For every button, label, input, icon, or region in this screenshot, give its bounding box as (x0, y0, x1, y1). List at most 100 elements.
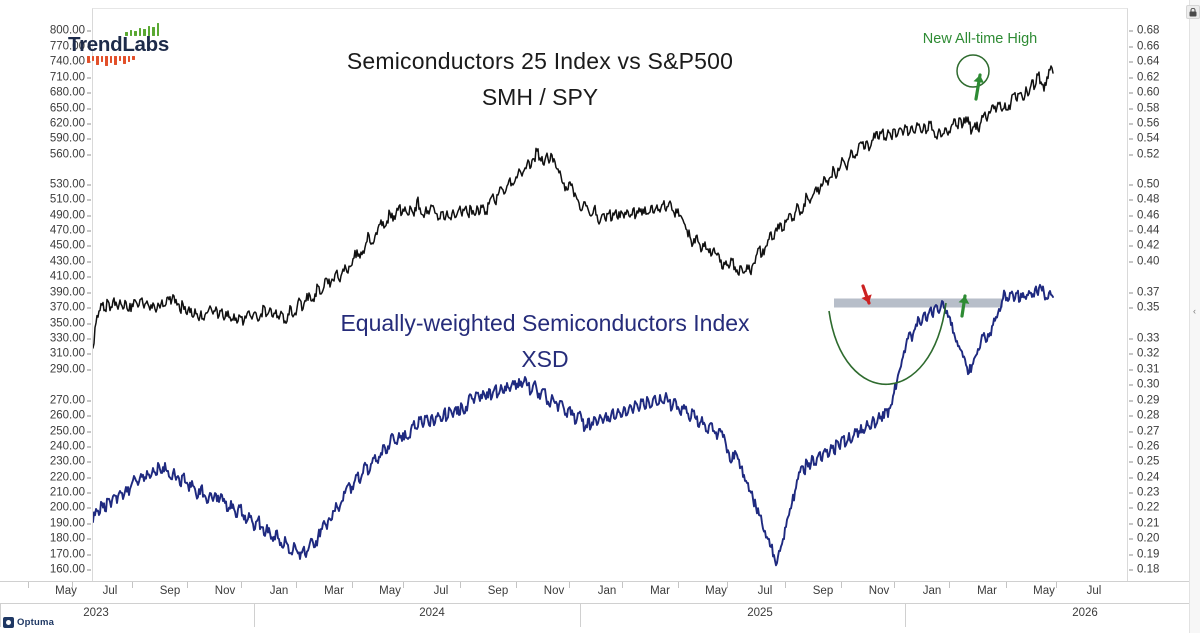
axis-tick-mark-right (1129, 507, 1133, 509)
axis-tick-label-right: 0.19 (1137, 548, 1160, 561)
axis-tick-label-left: 770.00 (49, 40, 85, 53)
axis-tick-label-right: 0.68 (1137, 24, 1160, 37)
axis-tick-mark-left (87, 245, 91, 247)
axis-tick-label-right: 0.58 (1137, 102, 1160, 115)
axis-tick-label-left: 190.00 (49, 517, 85, 530)
x-axis-year-label: 2026 (1072, 607, 1098, 619)
axis-tick-label-right: 0.32 (1137, 347, 1160, 360)
x-axis-tick-label: Jan (269, 585, 289, 597)
axis-tick-label-left: 680.00 (49, 86, 85, 99)
x-axis-tick-mark (949, 582, 950, 588)
x-axis-tick-mark (785, 582, 786, 588)
axis-tick-label-right: 0.22 (1137, 501, 1160, 514)
chart-subtitle: SMH / SPY (481, 84, 599, 110)
axis-tick-mark-right (1129, 307, 1133, 309)
axis-tick-label-right: 0.28 (1137, 409, 1160, 422)
x-axis-year-label: 2023 (83, 607, 109, 619)
x-axis-tick-label: Mar (977, 585, 997, 597)
series-line-xsd (93, 283, 1054, 567)
logo-bar (143, 29, 146, 36)
axis-tick-label-left: 170.00 (49, 548, 85, 561)
logo-bar (134, 31, 137, 36)
x-axis-tick-label: Sep (159, 585, 181, 597)
axis-tick-label-right: 0.50 (1137, 178, 1160, 191)
axis-tick-label-right: 0.62 (1137, 71, 1160, 84)
axis-tick-label-left: 230.00 (49, 455, 85, 468)
axis-tick-mark-left (87, 199, 91, 201)
logo-bar (125, 32, 128, 36)
axis-tick-label-right: 0.54 (1137, 132, 1160, 145)
logo-bar (105, 56, 108, 66)
axis-tick-label-left: 270.00 (49, 394, 85, 407)
x-axis-tick-label: Mar (650, 585, 670, 597)
x-axis-tick-mark (569, 582, 570, 588)
x-axis-tick-label: Sep (812, 585, 834, 597)
axis-tick-label-left: 710.00 (49, 71, 85, 84)
axis-tick-label-left: 160.00 (49, 563, 85, 576)
arrow-up-all-time-high (973, 73, 985, 101)
axis-tick-mark-right (1129, 554, 1133, 556)
axis-tick-label-left: 240.00 (49, 440, 85, 453)
logo-bars-green-icon (125, 22, 159, 36)
axis-tick-label-right: 0.27 (1137, 425, 1160, 438)
arrow-down-resistance (861, 284, 872, 305)
logo-bar (91, 56, 94, 61)
logo-bar (138, 28, 141, 36)
axis-tick-mark-left (87, 538, 91, 540)
price-series-svg (93, 54, 1054, 567)
axis-tick-label-left: 510.00 (49, 193, 85, 206)
x-axis-tick-mark (1006, 582, 1007, 588)
axis-tick-label-left: 560.00 (49, 148, 85, 161)
arrow-down-resistance-head (861, 294, 872, 303)
trendlabs-logo: TrendLabs (68, 22, 180, 68)
axis-tick-label-left: 310.00 (49, 347, 85, 360)
axis-tick-mark-left (87, 77, 91, 79)
axis-tick-label-right: 0.44 (1137, 224, 1160, 237)
x-axis-tick-mark (841, 582, 842, 588)
annotation-new-all-time-high: New All-time High (922, 31, 1038, 47)
x-axis-tick-label: Sep (487, 585, 509, 597)
arrow-up-breakout (958, 294, 970, 318)
arrow-up-all-time-high-head (973, 75, 985, 83)
x-axis-tick-mark (894, 582, 895, 588)
logo-bar (114, 56, 117, 65)
axis-tick-label-right: 0.46 (1137, 209, 1160, 222)
axis-tick-label-right: 0.56 (1137, 117, 1160, 130)
x-axis-year-separator (254, 604, 255, 627)
axis-tick-label-right: 0.66 (1137, 40, 1160, 53)
axis-tick-mark-left (87, 307, 91, 309)
axis-tick-mark-right (1129, 431, 1133, 433)
axis-tick-label-right: 0.31 (1137, 363, 1160, 376)
lock-icon[interactable] (1186, 5, 1200, 19)
axis-tick-label-left: 220.00 (49, 471, 85, 484)
axis-tick-mark-left (87, 415, 91, 417)
axis-tick-label-right: 0.64 (1137, 55, 1160, 68)
axis-tick-mark-right (1129, 415, 1133, 417)
x-axis-tick-label: May (705, 585, 727, 597)
x-axis-tick-label: Jul (102, 585, 118, 597)
axis-tick-label-right: 0.33 (1137, 332, 1160, 345)
axis-tick-mark-left (87, 461, 91, 463)
logo-bar (109, 56, 112, 63)
axis-tick-mark-left (87, 431, 91, 433)
axis-tick-mark-right (1129, 492, 1133, 494)
right-scrollbar[interactable] (1189, 0, 1200, 633)
axis-tick-label-right: 0.37 (1137, 286, 1160, 299)
axis-tick-label-right: 0.30 (1137, 378, 1160, 391)
axis-tick-label-left: 200.00 (49, 501, 85, 514)
axis-tick-mark-left (87, 46, 91, 48)
axis-tick-label-left: 370.00 (49, 301, 85, 314)
chevron-left-icon[interactable]: ‹ (1193, 306, 1196, 316)
logo-bar (129, 30, 132, 36)
axis-tick-mark-left (87, 554, 91, 556)
axis-tick-label-right: 0.42 (1137, 239, 1160, 252)
axis-tick-label-left: 410.00 (49, 270, 85, 283)
x-axis-tick-mark (678, 582, 679, 588)
logo-bar (132, 56, 135, 60)
axis-tick-label-right: 0.60 (1137, 86, 1160, 99)
y-axis-right: 0.68 0.66 0.64 0.62 0.60 0.58 0.56 0.54 0.52 0.50… (1129, 8, 1189, 581)
all-time-high-circle (956, 54, 990, 88)
x-axis-years: 2023 2024 2025 2026 (0, 603, 1190, 627)
axis-tick-mark-right (1129, 353, 1133, 355)
